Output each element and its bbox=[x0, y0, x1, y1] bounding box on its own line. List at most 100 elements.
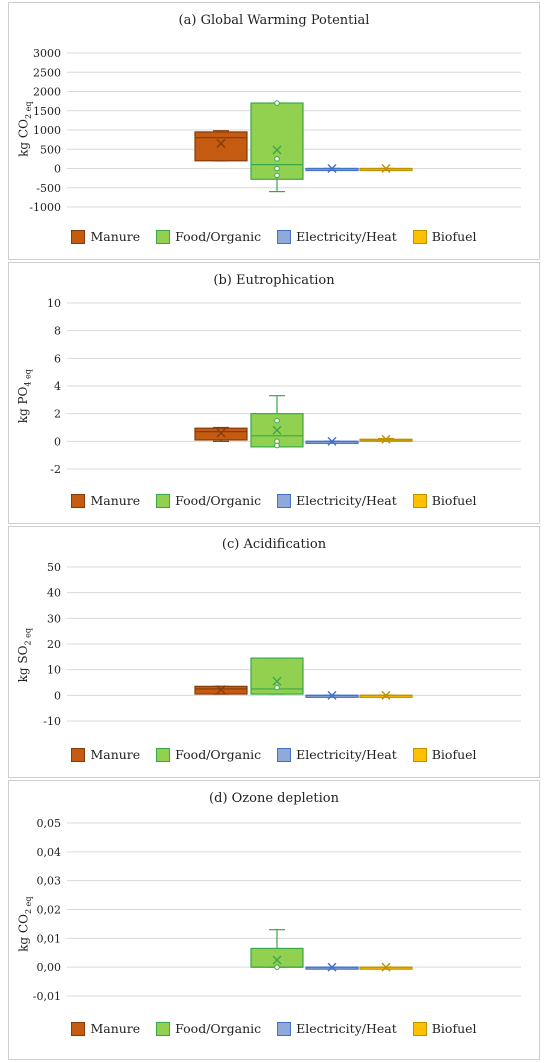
chart-title: (b) Eutrophication bbox=[213, 273, 335, 288]
legend-label: Electricity/Heat bbox=[296, 1021, 397, 1036]
y-tick-label: -2 bbox=[50, 463, 61, 476]
y-axis-label-main: kg CO bbox=[16, 119, 31, 157]
chart-svg: 0,05 0,04 0,03 0,02 0,01 0,00 -0,01 bbox=[33, 817, 521, 1003]
legend-swatch bbox=[412, 747, 427, 762]
y-tick-label: -1000 bbox=[29, 201, 61, 214]
legend-swatch bbox=[71, 1021, 86, 1036]
y-tick-label: 50 bbox=[47, 561, 61, 574]
legend-item-manure: Manure bbox=[71, 493, 140, 508]
box-electricity bbox=[305, 690, 359, 700]
y-tick-label: 0,01 bbox=[37, 932, 62, 945]
mean-marker bbox=[327, 690, 337, 700]
legend-swatch bbox=[412, 229, 427, 244]
y-axis-label-sub: 2 eq bbox=[23, 101, 33, 120]
legend-item-biofuel: Biofuel bbox=[412, 493, 477, 508]
mean-marker bbox=[216, 428, 226, 438]
legend-item-electricity: Electricity/Heat bbox=[277, 229, 397, 244]
y-tick-label: 0 bbox=[54, 689, 61, 702]
legend-item-biofuel: Biofuel bbox=[412, 747, 477, 762]
legend-swatch bbox=[277, 1021, 292, 1036]
y-axis-label: kg PO4 eq bbox=[16, 369, 32, 423]
legend-label: Electricity/Heat bbox=[296, 229, 397, 244]
chart-legend: Manure Food/Organic Electricity/Heat Biofue… bbox=[9, 229, 539, 244]
y-tick-label: 1500 bbox=[33, 105, 61, 118]
y-axis-label-main: kg CO bbox=[16, 914, 31, 952]
mean-marker bbox=[381, 164, 391, 173]
box-biofuel bbox=[359, 164, 413, 173]
legend-swatch bbox=[277, 747, 292, 762]
data-point bbox=[274, 156, 280, 162]
mean-marker bbox=[272, 145, 282, 155]
legend-swatch bbox=[71, 747, 86, 762]
legend-label: Manure bbox=[90, 493, 141, 508]
box-manure bbox=[194, 130, 248, 162]
legend-item-manure: Manure bbox=[71, 229, 140, 244]
legend-swatch bbox=[156, 1021, 171, 1036]
y-axis-label-sub: 2 eq bbox=[23, 896, 33, 915]
legend-label: Food/Organic bbox=[175, 1021, 262, 1036]
box-biofuel bbox=[359, 962, 413, 972]
legend-item-manure: Manure bbox=[71, 1021, 140, 1036]
box-manure bbox=[194, 685, 248, 695]
legend-item-electricity: Electricity/Heat bbox=[277, 1021, 397, 1036]
y-tick-label: 0,05 bbox=[37, 817, 62, 830]
y-tick-label: 0,00 bbox=[37, 961, 62, 974]
y-tick-label: -10 bbox=[43, 715, 61, 728]
legend-swatch bbox=[71, 493, 86, 508]
box-electricity bbox=[305, 436, 359, 446]
y-tick-label: -0,01 bbox=[33, 990, 61, 1003]
mean-marker bbox=[381, 690, 391, 700]
legend-label: Manure bbox=[90, 1021, 141, 1036]
y-tick-label: 2 bbox=[54, 408, 61, 421]
legend-label: Biofuel bbox=[431, 747, 477, 762]
y-tick-label: 0 bbox=[54, 163, 61, 176]
y-tick-label: 6 bbox=[54, 352, 61, 365]
y-tick-label: 10 bbox=[47, 297, 61, 310]
chart-title: (c) Acidification bbox=[221, 537, 327, 552]
mean-marker bbox=[216, 685, 226, 695]
y-tick-label: 0,02 bbox=[37, 904, 62, 917]
data-point bbox=[274, 442, 280, 449]
legend-item-manure: Manure bbox=[71, 747, 140, 762]
legend-label: Manure bbox=[90, 229, 141, 244]
y-tick-label: 20 bbox=[47, 638, 61, 651]
legend-item-food: Food/Organic bbox=[156, 229, 261, 244]
mean-marker bbox=[272, 676, 282, 686]
legend-label: Food/Organic bbox=[175, 493, 262, 508]
legend-swatch bbox=[412, 1021, 427, 1036]
legend-swatch bbox=[277, 493, 292, 508]
mean-marker bbox=[216, 138, 226, 148]
data-point bbox=[274, 100, 280, 106]
data-point bbox=[274, 165, 280, 172]
mean-marker bbox=[327, 962, 337, 972]
legend-label: Electricity/Heat bbox=[296, 493, 397, 508]
data-point bbox=[274, 964, 280, 970]
chart-svg: 3000 2500 2000 1500 1000 500 0 -500 -1000 bbox=[29, 47, 521, 214]
mean-marker bbox=[272, 955, 282, 965]
legend-item-biofuel: Biofuel bbox=[412, 1021, 477, 1036]
mean-marker bbox=[381, 962, 391, 972]
y-tick-label: 500 bbox=[40, 143, 61, 156]
y-tick-label: -500 bbox=[36, 182, 61, 195]
box-food bbox=[250, 929, 304, 970]
box-electricity bbox=[305, 164, 359, 173]
box-iqr bbox=[194, 427, 248, 441]
box-manure bbox=[194, 426, 248, 442]
legend-label: Food/Organic bbox=[175, 229, 262, 244]
box-food bbox=[250, 395, 304, 449]
chart-panel-gwp: 3000 2500 2000 1500 1000 500 0 -500 -1000 (a) Gl… bbox=[8, 2, 540, 260]
legend-label: Biofuel bbox=[431, 1021, 477, 1036]
chart-title: (a) Global Warming Potential bbox=[178, 13, 370, 28]
chart-svg: 10 8 6 4 2 0 -2 bbox=[47, 297, 521, 476]
y-tick-label: 10 bbox=[47, 664, 61, 677]
legend-label: Biofuel bbox=[431, 493, 477, 508]
chart-panel-acidification: 50 40 30 20 10 0 -10 (c) Acidification kg SO2 … bbox=[8, 526, 540, 778]
chart-panel-ozone: 0,05 0,04 0,03 0,02 0,01 0,00 -0,01 (d) Ozone … bbox=[8, 780, 540, 1060]
legend-swatch bbox=[71, 229, 86, 244]
y-axis-label: kg CO2 eq bbox=[16, 102, 32, 157]
mean-marker bbox=[381, 434, 391, 444]
legend-item-electricity: Electricity/Heat bbox=[277, 493, 397, 508]
legend-swatch bbox=[156, 493, 171, 508]
legend-label: Food/Organic bbox=[175, 747, 262, 762]
y-tick-label: 2000 bbox=[33, 86, 61, 99]
